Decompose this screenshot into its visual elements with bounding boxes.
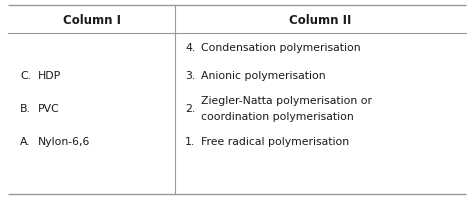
Text: Column II: Column II — [289, 13, 352, 26]
Text: coordination polymerisation: coordination polymerisation — [201, 111, 354, 121]
Text: Column I: Column I — [63, 13, 120, 26]
Text: A.: A. — [20, 136, 31, 146]
Text: Condensation polymerisation: Condensation polymerisation — [201, 43, 361, 53]
Text: C.: C. — [20, 71, 31, 81]
Text: 3.: 3. — [185, 71, 195, 81]
Text: Nylon-6,6: Nylon-6,6 — [38, 136, 91, 146]
Text: 1.: 1. — [185, 136, 195, 146]
Text: 2.: 2. — [185, 103, 195, 113]
Text: Anionic polymerisation: Anionic polymerisation — [201, 71, 326, 81]
Text: Free radical polymerisation: Free radical polymerisation — [201, 136, 349, 146]
Text: B.: B. — [20, 103, 31, 113]
Text: HDP: HDP — [38, 71, 61, 81]
Text: Ziegler-Natta polymerisation or: Ziegler-Natta polymerisation or — [201, 96, 372, 105]
Text: 4.: 4. — [185, 43, 195, 53]
Text: PVC: PVC — [38, 103, 60, 113]
